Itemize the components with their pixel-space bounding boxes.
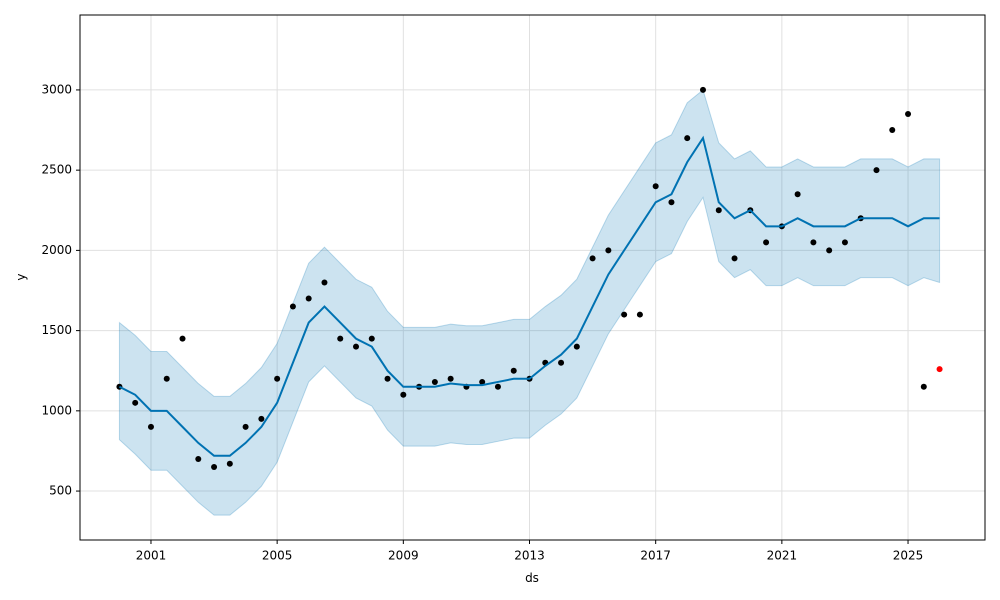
data-point — [494, 383, 501, 390]
data-point — [147, 423, 154, 430]
data-point — [479, 378, 486, 385]
y-tick-label: 1000 — [41, 403, 72, 417]
data-point — [873, 167, 880, 174]
forecast-line — [118, 135, 940, 457]
data-point — [400, 391, 407, 398]
data-point — [715, 207, 722, 214]
data-point — [841, 239, 848, 246]
data-point — [621, 311, 628, 318]
x-tick-label: 2009 — [388, 549, 419, 563]
data-point — [132, 399, 139, 406]
data-point — [368, 335, 375, 342]
data-point — [810, 239, 817, 246]
data-point — [384, 375, 391, 382]
data-point — [936, 366, 943, 373]
y-tick-label: 2000 — [41, 243, 72, 257]
data-point — [163, 375, 170, 382]
data-point — [794, 191, 801, 198]
data-point — [447, 375, 454, 382]
data-point — [353, 343, 360, 350]
data-point — [684, 135, 691, 142]
data-point — [242, 423, 249, 430]
data-point — [573, 343, 580, 350]
data-point — [179, 335, 186, 342]
data-point — [510, 367, 517, 374]
uncertainty-band — [118, 89, 941, 516]
data-point — [431, 378, 438, 385]
y-tick-label: 2500 — [41, 163, 72, 177]
data-point — [636, 311, 643, 318]
data-point — [920, 383, 927, 390]
data-point — [826, 247, 833, 254]
x-axis-label: ds — [525, 571, 539, 585]
data-point — [195, 455, 202, 462]
data-point — [889, 127, 896, 134]
data-point — [668, 199, 675, 206]
data-point — [605, 247, 612, 254]
y-tick-label: 3000 — [41, 82, 72, 96]
data-point — [321, 279, 328, 286]
x-tick-label: 2001 — [136, 549, 167, 563]
plot-frame — [79, 14, 986, 541]
data-point — [226, 460, 233, 467]
data-point — [905, 110, 912, 117]
x-tick-label: 2025 — [893, 549, 924, 563]
y-tick-label: 1500 — [41, 323, 72, 337]
data-point — [652, 183, 659, 190]
data-point — [337, 335, 344, 342]
data-point — [305, 295, 312, 302]
data-point — [763, 239, 770, 246]
data-point — [258, 415, 265, 422]
x-tick-label: 2017 — [640, 549, 671, 563]
data-point — [589, 255, 596, 262]
data-point — [211, 463, 218, 470]
y-tick-label: 500 — [49, 484, 72, 498]
x-tick-label: 2021 — [767, 549, 798, 563]
data-point — [274, 375, 281, 382]
data-point — [558, 359, 565, 366]
data-point — [289, 303, 296, 310]
data-point — [699, 86, 706, 93]
x-tick-label: 2013 — [514, 549, 545, 563]
data-point — [731, 255, 738, 262]
x-tick-label: 2005 — [262, 549, 293, 563]
y-axis-label: y — [14, 273, 28, 280]
